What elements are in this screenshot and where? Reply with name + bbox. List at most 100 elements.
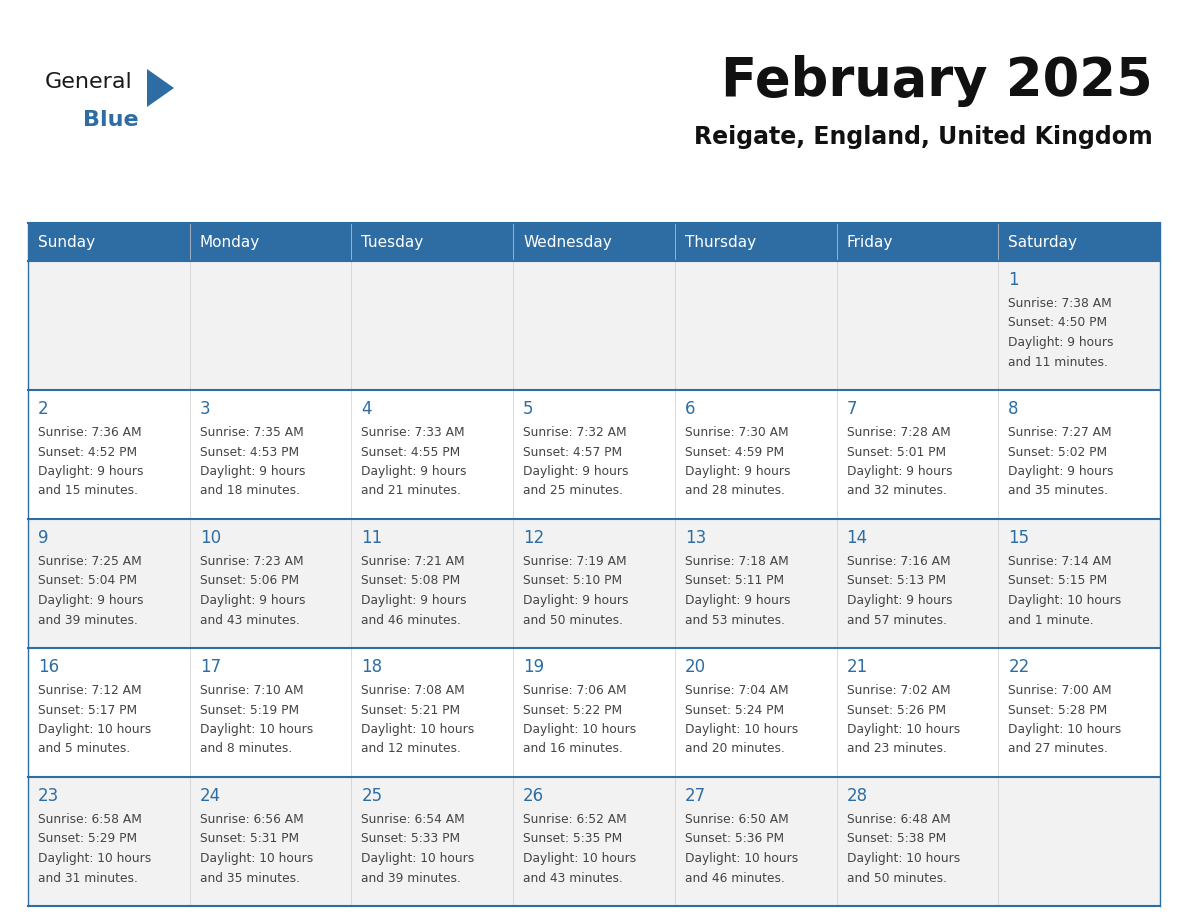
Text: and 57 minutes.: and 57 minutes. [847, 613, 947, 626]
Text: Sunrise: 7:36 AM: Sunrise: 7:36 AM [38, 426, 141, 439]
Text: 5: 5 [523, 400, 533, 418]
Bar [998, 519, 1159, 648]
Text: Daylight: 10 hours: Daylight: 10 hours [1009, 594, 1121, 607]
Text: Sunrise: 6:52 AM: Sunrise: 6:52 AM [523, 813, 627, 826]
Text: Sunset: 5:36 PM: Sunset: 5:36 PM [684, 833, 784, 845]
Text: Daylight: 10 hours: Daylight: 10 hours [200, 852, 312, 865]
Text: Sunrise: 7:21 AM: Sunrise: 7:21 AM [361, 555, 465, 568]
Text: and 39 minutes.: and 39 minutes. [361, 871, 461, 885]
Text: Sunrise: 6:50 AM: Sunrise: 6:50 AM [684, 813, 789, 826]
Text: Sunrise: 6:56 AM: Sunrise: 6:56 AM [200, 813, 303, 826]
Text: and 39 minutes.: and 39 minutes. [38, 613, 138, 626]
Text: Daylight: 9 hours: Daylight: 9 hours [361, 465, 467, 478]
Text: and 35 minutes.: and 35 minutes. [200, 871, 299, 885]
Text: and 15 minutes.: and 15 minutes. [38, 485, 138, 498]
Text: 28: 28 [847, 787, 867, 805]
Bar [836, 390, 998, 519]
Bar [190, 261, 352, 390]
Text: Daylight: 10 hours: Daylight: 10 hours [361, 852, 475, 865]
Text: Sunset: 5:29 PM: Sunset: 5:29 PM [38, 833, 137, 845]
Text: Sunrise: 7:12 AM: Sunrise: 7:12 AM [38, 684, 141, 697]
Text: Daylight: 10 hours: Daylight: 10 hours [847, 852, 960, 865]
Text: and 43 minutes.: and 43 minutes. [523, 871, 623, 885]
Bar [352, 648, 513, 777]
Bar [29, 648, 190, 777]
Text: Sunset: 5:10 PM: Sunset: 5:10 PM [523, 575, 623, 588]
Text: Blue: Blue [83, 110, 139, 130]
Text: Sunset: 4:59 PM: Sunset: 4:59 PM [684, 445, 784, 458]
Bar [513, 519, 675, 648]
Bar [513, 777, 675, 906]
Text: and 20 minutes.: and 20 minutes. [684, 743, 785, 756]
Text: Sunset: 4:50 PM: Sunset: 4:50 PM [1009, 317, 1107, 330]
Text: Sunrise: 7:27 AM: Sunrise: 7:27 AM [1009, 426, 1112, 439]
Text: Daylight: 10 hours: Daylight: 10 hours [523, 852, 637, 865]
Bar [29, 390, 190, 519]
Text: Daylight: 9 hours: Daylight: 9 hours [38, 594, 144, 607]
Text: Sunset: 4:53 PM: Sunset: 4:53 PM [200, 445, 299, 458]
Bar [836, 648, 998, 777]
Text: Daylight: 10 hours: Daylight: 10 hours [684, 852, 798, 865]
Text: Sunset: 5:22 PM: Sunset: 5:22 PM [523, 703, 623, 717]
Text: Sunrise: 7:19 AM: Sunrise: 7:19 AM [523, 555, 627, 568]
Text: Daylight: 9 hours: Daylight: 9 hours [200, 594, 305, 607]
Text: and 5 minutes.: and 5 minutes. [38, 743, 131, 756]
Text: Sunset: 4:57 PM: Sunset: 4:57 PM [523, 445, 623, 458]
Text: Daylight: 9 hours: Daylight: 9 hours [523, 594, 628, 607]
Text: Reigate, England, United Kingdom: Reigate, England, United Kingdom [694, 125, 1154, 149]
Text: 15: 15 [1009, 529, 1030, 547]
Text: and 21 minutes.: and 21 minutes. [361, 485, 461, 498]
Text: and 53 minutes.: and 53 minutes. [684, 613, 785, 626]
Text: Daylight: 9 hours: Daylight: 9 hours [1009, 336, 1114, 349]
Text: Sunset: 5:06 PM: Sunset: 5:06 PM [200, 575, 299, 588]
Text: 2: 2 [38, 400, 49, 418]
Text: Sunrise: 7:32 AM: Sunrise: 7:32 AM [523, 426, 627, 439]
Bar [513, 648, 675, 777]
Text: Daylight: 10 hours: Daylight: 10 hours [38, 852, 151, 865]
Text: Saturday: Saturday [1009, 234, 1078, 250]
Text: and 43 minutes.: and 43 minutes. [200, 613, 299, 626]
Text: and 32 minutes.: and 32 minutes. [847, 485, 947, 498]
Text: and 27 minutes.: and 27 minutes. [1009, 743, 1108, 756]
Text: Daylight: 10 hours: Daylight: 10 hours [361, 723, 475, 736]
Text: Sunrise: 7:06 AM: Sunrise: 7:06 AM [523, 684, 627, 697]
Text: and 46 minutes.: and 46 minutes. [684, 871, 785, 885]
Text: Friday: Friday [847, 234, 893, 250]
Text: Sunrise: 7:16 AM: Sunrise: 7:16 AM [847, 555, 950, 568]
Text: 8: 8 [1009, 400, 1019, 418]
Bar [190, 777, 352, 906]
Text: Daylight: 9 hours: Daylight: 9 hours [684, 594, 790, 607]
Text: Sunset: 5:04 PM: Sunset: 5:04 PM [38, 575, 137, 588]
Text: Sunrise: 6:54 AM: Sunrise: 6:54 AM [361, 813, 466, 826]
Polygon shape [147, 69, 173, 107]
Text: Sunrise: 7:33 AM: Sunrise: 7:33 AM [361, 426, 465, 439]
Text: Daylight: 10 hours: Daylight: 10 hours [523, 723, 637, 736]
Bar [352, 777, 513, 906]
Text: and 23 minutes.: and 23 minutes. [847, 743, 947, 756]
Text: Daylight: 10 hours: Daylight: 10 hours [847, 723, 960, 736]
Bar [836, 777, 998, 906]
Text: Daylight: 10 hours: Daylight: 10 hours [1009, 723, 1121, 736]
Bar [675, 519, 836, 648]
Text: Sunset: 5:38 PM: Sunset: 5:38 PM [847, 833, 946, 845]
Text: Sunset: 5:19 PM: Sunset: 5:19 PM [200, 703, 299, 717]
Bar [29, 519, 190, 648]
Text: Sunrise: 7:28 AM: Sunrise: 7:28 AM [847, 426, 950, 439]
Text: Sunrise: 6:48 AM: Sunrise: 6:48 AM [847, 813, 950, 826]
Text: February 2025: February 2025 [721, 55, 1154, 107]
Text: 18: 18 [361, 658, 383, 676]
Text: Sunrise: 6:58 AM: Sunrise: 6:58 AM [38, 813, 141, 826]
Text: Sunrise: 7:25 AM: Sunrise: 7:25 AM [38, 555, 141, 568]
Text: Sunday: Sunday [38, 234, 95, 250]
Bar [352, 261, 513, 390]
Text: Daylight: 9 hours: Daylight: 9 hours [847, 594, 952, 607]
Text: 21: 21 [847, 658, 867, 676]
Text: Daylight: 9 hours: Daylight: 9 hours [361, 594, 467, 607]
Bar [998, 390, 1159, 519]
Bar [998, 261, 1159, 390]
Text: 17: 17 [200, 658, 221, 676]
Text: Sunrise: 7:14 AM: Sunrise: 7:14 AM [1009, 555, 1112, 568]
Bar [836, 519, 998, 648]
Text: Sunrise: 7:30 AM: Sunrise: 7:30 AM [684, 426, 789, 439]
Bar [675, 648, 836, 777]
